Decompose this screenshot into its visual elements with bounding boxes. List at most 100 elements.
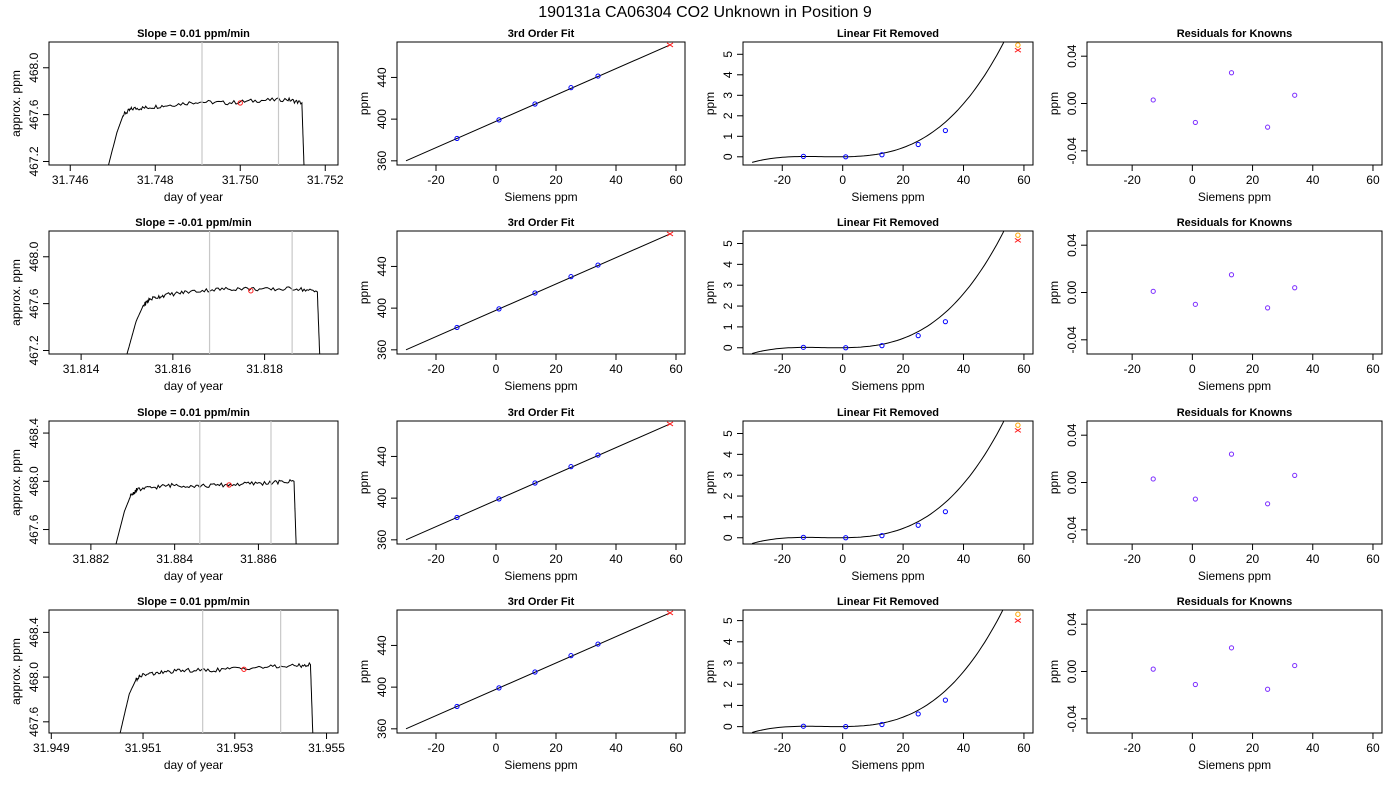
x-tick-label: 20 [1246,362,1260,376]
fit-line [405,612,671,730]
known-standard-point [595,262,601,268]
known-standard-point [454,514,460,521]
cubic-fit-curve [751,231,1005,354]
known-standard-point [532,480,538,486]
fit-line [405,233,671,351]
known-standard-point [532,669,538,675]
x-axis-title: Siemens ppm [851,379,924,393]
x-tick-label: 0 [1189,552,1196,566]
residual-point [1292,662,1298,669]
y-tick-label: 468.4 [27,617,41,647]
residual-point [1265,305,1271,311]
x-tick-label: 31.949 [33,741,70,755]
y-tick-label: 0.00 [1065,91,1079,115]
unknown-point [1014,237,1022,243]
cubic-fit-curve [751,421,1005,544]
x-axis-title: day of year [164,758,223,772]
known-standard-point [568,274,574,280]
y-tick-label: 468.0 [27,241,41,271]
y-tick-label: 1 [721,513,735,520]
panel-title: Linear Fit Removed [837,217,939,229]
x-tick-label: 0 [493,173,500,187]
y-tick-label: 468.0 [27,52,41,82]
plot-frame [1086,230,1383,355]
plot-area [751,42,1022,163]
x-axis-title: Siemens ppm [504,190,577,204]
y-tick-label: 400 [375,298,389,318]
known-standard-point [595,641,601,647]
residual-point [1292,92,1298,98]
y-tick-label: 3 [721,472,735,479]
x-tick-label: 20 [549,552,563,566]
y-axis-title: ppm [357,471,371,494]
panel-fit: 3rd Order Fit -20 0 20 40 60 360 400 440 Siemens … [357,407,686,583]
y-axis-title: approx. ppm [9,259,23,326]
y-tick-label: 400 [375,488,389,508]
y-tick-label: 0 [721,153,735,160]
fit-line [405,44,671,162]
y-axis-title: ppm [703,660,717,683]
y-tick-label: -0.04 [1065,516,1079,544]
y-tick-label: 467.6 [27,99,41,129]
y-tick-label: -0.04 [1065,326,1079,354]
x-tick-label: 0 [839,362,846,376]
residual-point [1192,119,1198,126]
residual-point [1150,288,1156,294]
known-standard-point [942,509,948,515]
known-standard-point [595,452,601,458]
y-tick-label: 440 [375,635,389,655]
y-axis-title: ppm [703,92,717,115]
known-standard-point [879,533,885,539]
known-standard-point [843,535,849,541]
plot-area [751,610,1022,733]
residual-point [1192,681,1198,688]
x-axis-title: Siemens ppm [1198,190,1271,204]
analyzer-trace [119,661,314,733]
x-tick-label: 0 [1189,741,1196,755]
analyzer-trace [108,96,305,165]
known-standard-point [568,85,574,91]
plot-area [405,231,674,351]
panel-timeseries: Slope = 0.01 ppm/min 31.746 31.748 31.750 31… [9,28,344,204]
fit-line [405,423,671,541]
residual-point [1150,666,1156,672]
y-axis-title: ppm [1047,281,1061,304]
panel-timeseries: Slope = 0.01 ppm/min 31.882 31.884 31.886 46… [9,407,339,583]
x-tick-label: 60 [1366,741,1380,755]
y-axis-title: ppm [357,660,371,683]
plot-frame [742,230,1034,355]
y-tick-label: 467.2 [27,335,41,365]
x-axis-title: Siemens ppm [851,758,924,772]
y-tick-label: 4 [721,71,735,78]
residual-point [1265,124,1271,130]
x-tick-label: 0 [1189,362,1196,376]
unknown-alt-point [1015,422,1021,428]
plot-frame [742,41,1034,166]
plot-frame [742,420,1034,545]
known-standard-point [942,697,948,703]
known-standard-point [942,127,948,134]
known-standard-point [800,723,807,729]
panel-timeseries: Slope = 0.01 ppm/min 31.949 31.951 31.953 31… [9,596,345,772]
plot-area [405,421,674,541]
plot-area [1150,451,1298,507]
x-tick-label: 60 [1017,173,1031,187]
plot-area [119,610,314,733]
known-standard-point [915,522,921,528]
y-tick-label: 0.04 [1065,423,1079,447]
x-tick-label: -20 [774,741,792,755]
known-standard-point [843,345,849,351]
x-tick-label: -20 [774,173,792,187]
y-tick-label: 440 [375,67,389,87]
y-tick-label: 468.0 [27,662,41,692]
plot-frame [48,230,339,355]
plot-area [405,610,674,730]
y-tick-label: 0 [721,344,735,351]
y-tick-label: 3 [721,282,735,289]
panel-residuals: Residuals for Knowns -20 0 20 40 60 -0.04 0.00 0… [1047,596,1383,772]
x-tick-label: 31.816 [155,362,192,376]
plot-area [1150,70,1298,130]
panel-title: 3rd Order Fit [508,217,575,229]
x-tick-label: 31.750 [222,173,259,187]
x-tick-label: 20 [896,362,910,376]
